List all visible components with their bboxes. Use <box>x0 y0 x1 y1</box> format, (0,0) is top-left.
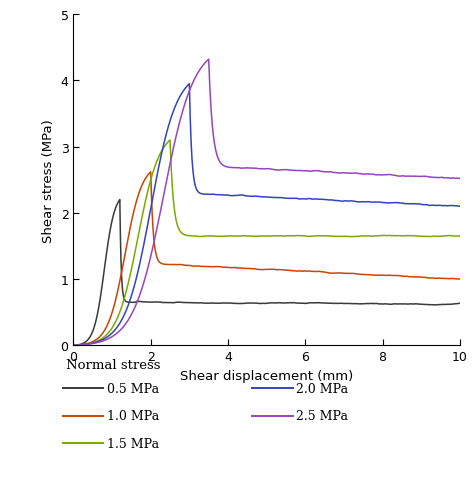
Text: 2.0 MPa: 2.0 MPa <box>296 382 348 395</box>
Y-axis label: Shear stress (MPa): Shear stress (MPa) <box>42 119 55 242</box>
Text: 0.5 MPa: 0.5 MPa <box>107 382 159 395</box>
Text: 1.0 MPa: 1.0 MPa <box>107 409 159 422</box>
X-axis label: Shear displacement (mm): Shear displacement (mm) <box>180 369 353 382</box>
Text: 2.5 MPa: 2.5 MPa <box>296 409 348 422</box>
Text: 1.5 MPa: 1.5 MPa <box>107 437 159 450</box>
Text: Normal stress: Normal stress <box>66 358 161 371</box>
